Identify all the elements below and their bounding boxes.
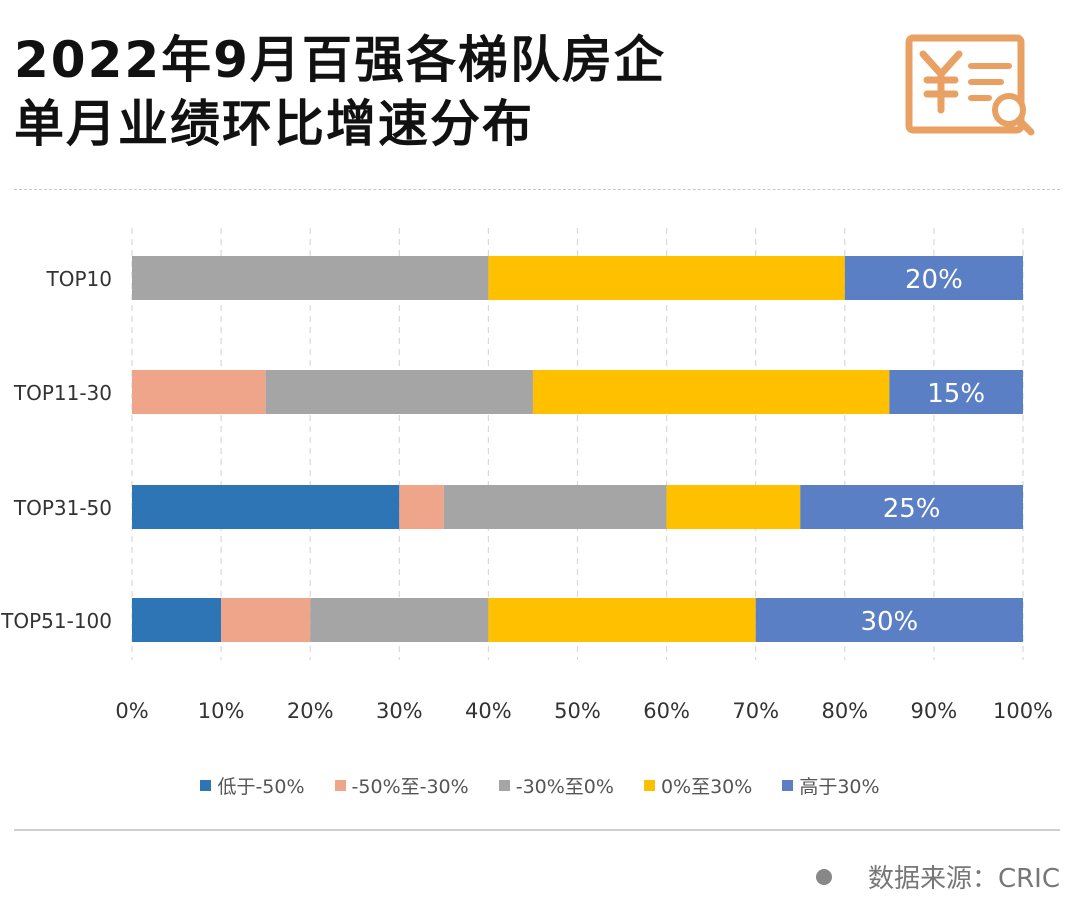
chart-title: 2022年9月百强各梯队房企 单月业绩环比增速分布 xyxy=(14,28,666,156)
x-tick-label: 0% xyxy=(115,699,148,723)
bar-segment xyxy=(488,598,756,642)
bar-segment xyxy=(399,485,444,529)
x-tick-label: 80% xyxy=(821,699,868,723)
category-label: TOP51-100 xyxy=(0,609,112,633)
legend-label: -50%至-30% xyxy=(351,776,469,798)
legend-item-0-to-30: 0%至30% xyxy=(643,772,753,799)
bar-segment xyxy=(889,370,1023,414)
top-divider xyxy=(14,189,1060,190)
bar-segment xyxy=(132,598,222,642)
source-note: 数据来源：CRIC xyxy=(815,858,1060,895)
x-tick-label: 30% xyxy=(376,699,423,723)
bar-segment xyxy=(221,598,311,642)
bar-segment xyxy=(755,598,1023,642)
x-tick-label: 70% xyxy=(732,699,779,723)
x-tick-label: 90% xyxy=(911,699,958,723)
data-label: 20% xyxy=(905,265,963,295)
x-tick-label: 40% xyxy=(465,699,512,723)
legend-swatch xyxy=(782,780,794,791)
bar-segment xyxy=(132,370,266,414)
chart-title-line-2: 单月业绩环比增速分布 xyxy=(14,95,534,153)
legend-swatch xyxy=(334,780,346,791)
bar-segment xyxy=(488,256,845,300)
stacked-bar-chart: 0% 10% 20% 30% 40% 50% 60% 70% 80% 90% 100% TOP10 20… xyxy=(0,228,1053,723)
bar-segment xyxy=(666,485,801,529)
category-label: TOP11-30 xyxy=(13,381,112,405)
source-label: 数据来源：CRIC xyxy=(867,864,1060,894)
legend-label: -30%至0% xyxy=(515,776,614,798)
data-label: 25% xyxy=(883,494,941,524)
legend-label: 低于-50% xyxy=(217,776,305,798)
chart-title-line-1: 2022年9月百强各梯队房企 xyxy=(14,31,666,89)
bar-segment xyxy=(532,370,890,414)
x-tick-label: 100% xyxy=(993,699,1053,723)
legend-item-above-30: 高于30% xyxy=(782,772,880,799)
bar-segment xyxy=(844,256,1023,300)
legend-item-below-minus-50: 低于-50% xyxy=(200,772,305,799)
bar-segment xyxy=(310,598,489,642)
bullet-dot-icon xyxy=(815,868,832,885)
data-label: 15% xyxy=(927,379,985,409)
legend-swatch xyxy=(200,780,212,791)
legend-label: 高于30% xyxy=(799,776,880,798)
bar-segment xyxy=(132,485,400,529)
bar-segment xyxy=(800,485,1023,529)
x-tick-label: 20% xyxy=(287,699,334,723)
x-tick-label: 60% xyxy=(643,699,690,723)
bar-segment xyxy=(132,256,489,300)
data-label: 30% xyxy=(860,607,918,637)
bar-segment xyxy=(265,370,533,414)
bar-segment xyxy=(443,485,667,529)
x-tick-label: 50% xyxy=(554,699,601,723)
chart-legend: 低于-50% -50%至-30% -30%至0% 0%至30% 高于30% xyxy=(0,772,1080,799)
legend-swatch xyxy=(498,780,510,791)
legend-item-minus-30-to-0: -30%至0% xyxy=(498,772,614,799)
legend-label: 0%至30% xyxy=(660,776,753,798)
x-tick-label: 10% xyxy=(198,699,245,723)
legend-item-minus-50-to-minus-30: -50%至-30% xyxy=(334,772,469,799)
bottom-divider xyxy=(14,829,1060,831)
legend-swatch xyxy=(643,780,655,791)
category-label: TOP10 xyxy=(46,267,112,291)
category-label: TOP31-50 xyxy=(13,496,112,520)
yuan-document-search-icon xyxy=(905,34,1035,136)
